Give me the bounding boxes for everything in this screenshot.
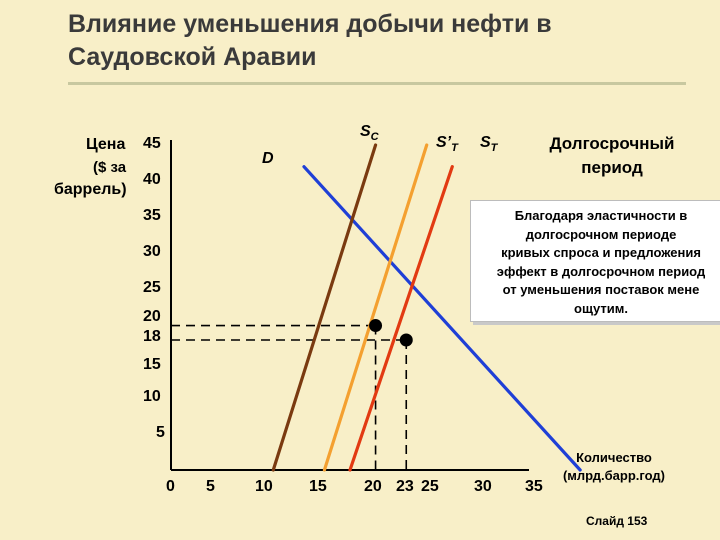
- y-tick-label: 40: [143, 171, 161, 189]
- annotation-box: Благодаря эластичности в долгосрочном пе…: [470, 200, 720, 322]
- annotation-line-4: эффект в долгосрочном период: [496, 263, 706, 279]
- annotation-line-6: ощутим.: [574, 300, 628, 316]
- supply-total-label-text: S: [480, 134, 491, 151]
- x-tick-label: 0: [166, 478, 175, 495]
- y-tick-label: 25: [143, 279, 161, 297]
- supply-competitive-label-subscript: C: [370, 131, 379, 144]
- annotation-line-5: от уменьшения поставок мене: [502, 282, 700, 298]
- x-tick-label: 35: [525, 478, 543, 495]
- y-tick-label: 20: [143, 307, 161, 325]
- demand-label: D: [262, 150, 274, 168]
- annotation-line-2: долгосрочном периоде: [525, 226, 677, 242]
- y-tick-label: 30: [143, 243, 161, 261]
- equilibrium-point-1: [369, 319, 383, 333]
- y-axis-label-line-2: ($ за: [93, 159, 127, 176]
- x-tick-label: 15: [309, 478, 327, 495]
- slide-number: Слайд 153: [586, 514, 648, 528]
- x-tick-label: 25: [421, 478, 439, 495]
- supply-total-label-subscript: T: [490, 142, 498, 155]
- x-tick-label: 20: [364, 478, 382, 495]
- equilibrium-point-2: [399, 333, 413, 347]
- x-tick-label: 30: [474, 478, 492, 495]
- long-run-title-line-1: Долгосрочный: [549, 134, 675, 153]
- supply-total-curve: [348, 165, 454, 472]
- x-axis-label-line-2: (млрд.барр.год): [562, 468, 666, 483]
- supply-competitive-label-text: S: [360, 123, 371, 140]
- supply-new-label-text: S’: [436, 134, 452, 151]
- supply-total-label: ST: [480, 134, 497, 154]
- x-tick-label: 10: [255, 478, 273, 495]
- long-run-title: Долгосрочный период: [532, 132, 692, 180]
- x-axis-label: Количество (млрд.барр.год): [544, 449, 684, 485]
- y-axis-label-line-3: баррель): [54, 181, 127, 198]
- supply-new-curve: [322, 143, 429, 472]
- supply-competitive-label: SC: [360, 123, 379, 143]
- x-axis-label-line-1: Количество: [576, 450, 652, 465]
- y-tick-label: 45: [143, 135, 161, 152]
- supply-new-label-subscript: T: [451, 142, 458, 155]
- annotation-line-3: кривых спроса и предложения: [501, 245, 701, 261]
- supply-new-label: S’T: [436, 134, 458, 154]
- y-tick-label: 18: [143, 328, 161, 345]
- y-tick-label: 10: [143, 387, 161, 405]
- y-tick-label: 5: [156, 423, 165, 441]
- y-axis-label-line-1: Цена: [86, 136, 126, 153]
- long-run-title-line-2: период: [581, 158, 643, 177]
- demand-label-text: D: [262, 150, 274, 167]
- supply-competitive-curve: [271, 143, 378, 472]
- demand-curve: [302, 165, 582, 472]
- y-tick-label: 35: [143, 207, 161, 225]
- x-tick-label: 23: [396, 478, 414, 495]
- y-tick-label: 15: [143, 355, 161, 373]
- x-tick-label: 5: [206, 478, 215, 495]
- annotation-line-1: Благодаря эластичности в: [514, 208, 688, 223]
- slide-title: Влияние уменьшения добычи нефти в Саудов…: [68, 10, 552, 71]
- title-divider: [68, 82, 686, 85]
